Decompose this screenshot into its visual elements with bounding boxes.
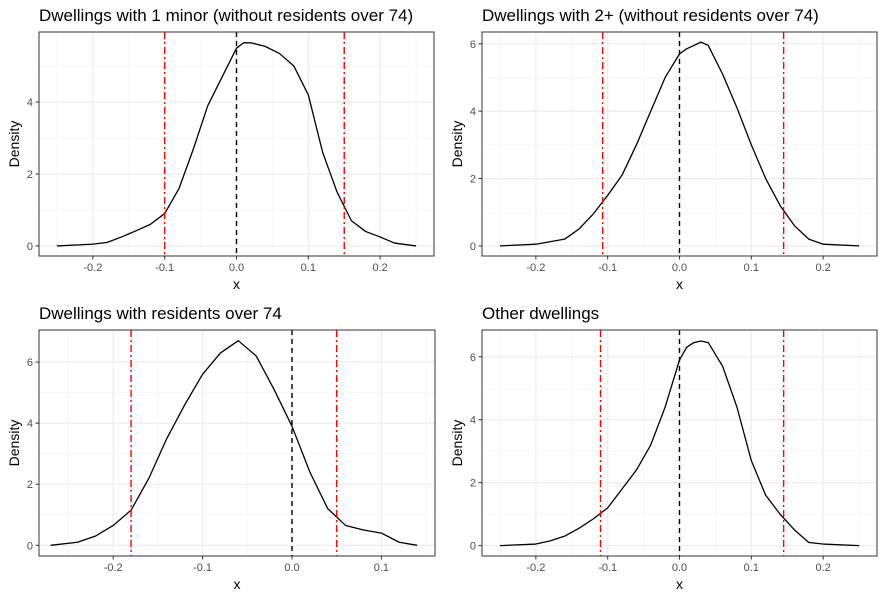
density-plot: -0.2 -0.1 0.0 0.1 0.2 0 2 4 6 x Density: [449, 31, 878, 292]
y-tick-label: 0: [470, 241, 476, 253]
y-tick-label: 2: [27, 479, 33, 491]
y-tick-label: 0: [470, 541, 476, 553]
x-tick-label: 0.1: [301, 262, 316, 274]
x-tick-label: -0.2: [526, 562, 545, 574]
density-line: [56, 42, 417, 247]
y-tick-label: 2: [470, 478, 476, 490]
plot-background: [39, 330, 435, 556]
y-tick-label: 2: [27, 169, 33, 181]
x-tick-label: 0.0: [672, 562, 687, 574]
x-tick-label: -0.1: [155, 262, 174, 274]
panel-4: Other dwellings -0.2 -0.1 0.0 0.1 0.2 0 2 4 6 x De…: [443, 300, 887, 600]
y-tick-label: 6: [470, 352, 476, 364]
x-tick-label: 0.0: [284, 562, 299, 574]
x-tick-label: -0.1: [598, 562, 617, 574]
density-plot: -0.2 -0.1 0.0 0.1 0.2 0 2 4 x Density: [6, 31, 435, 292]
chart-title: Dwellings with residents over 74: [39, 304, 282, 323]
y-tick-label: 6: [27, 357, 33, 369]
x-axis-label: x: [676, 276, 683, 292]
panel-border: [38, 329, 436, 557]
panel-3: Dwellings with residents over 74 -0.2 -0.…: [0, 300, 443, 600]
y-tick-label: 4: [27, 97, 33, 109]
x-tick-label: 0.1: [374, 562, 389, 574]
x-tick-label: 0.1: [744, 262, 759, 274]
panel-2: Dwellings with 2+ (without residents ove…: [443, 0, 887, 300]
x-tick-label: -0.1: [193, 562, 212, 574]
x-axis-label: x: [676, 576, 683, 592]
x-tick-label: 0.2: [815, 262, 830, 274]
y-tick-label: 4: [470, 415, 476, 427]
y-tick-label: 2: [470, 174, 476, 186]
density-plot: -0.2 -0.1 0.0 0.1 0.2 0 2 4 6 x Density: [449, 329, 878, 592]
x-tick-label: 0.0: [672, 262, 687, 274]
x-tick-label: -0.2: [83, 262, 102, 274]
chart-title: Other dwellings: [482, 304, 600, 323]
chart-title: Dwellings with 1 minor (without resident…: [39, 6, 414, 25]
y-tick-label: 6: [470, 39, 476, 51]
density-plot: -0.2 -0.1 0.0 0.1 0 2 4 6 x Density: [6, 329, 436, 592]
density-line: [499, 340, 860, 547]
x-tick-label: -0.1: [598, 262, 617, 274]
y-tick-label: 4: [27, 418, 33, 430]
density-line: [50, 340, 418, 546]
density-line: [499, 41, 860, 247]
y-tick-label: 0: [27, 241, 33, 253]
y-tick-label: 4: [470, 106, 476, 118]
x-tick-label: -0.2: [104, 562, 123, 574]
y-axis-label: Density: [449, 420, 465, 467]
y-axis-label: Density: [449, 121, 465, 168]
y-tick-label: 0: [27, 540, 33, 552]
x-axis-label: x: [233, 276, 240, 292]
x-tick-label: -0.2: [526, 262, 545, 274]
x-tick-label: 0.1: [744, 562, 759, 574]
x-tick-label: 0.0: [229, 262, 244, 274]
y-axis-label: Density: [6, 121, 22, 168]
x-axis-label: x: [234, 576, 241, 592]
y-axis-label: Density: [6, 420, 22, 467]
chart-title: Dwellings with 2+ (without residents ove…: [482, 6, 819, 25]
panel-1: Dwellings with 1 minor (without resident…: [0, 0, 443, 300]
x-tick-label: 0.2: [815, 562, 830, 574]
x-tick-label: 0.2: [372, 262, 387, 274]
